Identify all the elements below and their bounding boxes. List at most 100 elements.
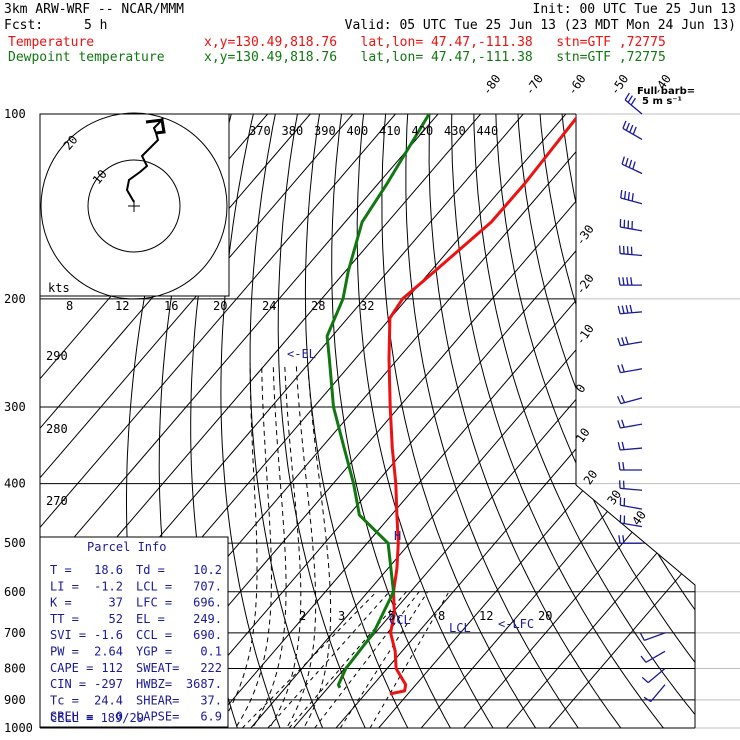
isotherm-line [40, 114, 335, 728]
moist-adiabat-line [260, 363, 302, 728]
mixing-ratio-line [288, 591, 407, 728]
isotherm-line [452, 114, 695, 728]
pressure-tick-400: 400 [4, 477, 26, 491]
isotherm-label--30: -30 [573, 222, 597, 248]
parcel-value-right: 3687. [186, 677, 222, 691]
hodo-speed-label-28: 28 [311, 299, 325, 313]
wind-barb-flag [628, 159, 633, 168]
wind-barb-flag [618, 535, 621, 544]
mixing-ratio-line [267, 591, 390, 728]
parcel-value-right: 37. [200, 693, 222, 707]
parcel-key-right: SWEAT= [136, 661, 179, 675]
hodo-speed-label-8: 8 [66, 299, 73, 313]
wind-barb-flag [623, 191, 627, 200]
lfc-label: <-LFC [498, 617, 534, 631]
parcel-key-left: SREH = [50, 710, 93, 724]
wind-barb-flag [630, 97, 636, 106]
dry-adiabat-line [665, 114, 695, 728]
wind-barb-flag [617, 395, 622, 404]
hodo-speed-label-20: 20 [213, 299, 227, 313]
hodo-speed-label-24: 24 [262, 299, 276, 313]
hodo-speed-label-16: 16 [164, 299, 178, 313]
wind-barb-flag [625, 336, 629, 345]
hodograph [40, 112, 228, 300]
wind-barb-flag [621, 156, 625, 165]
parcel-value-right: 222 [200, 661, 222, 675]
isotherm-line [281, 114, 695, 728]
theta-label-380: 380 [282, 124, 304, 138]
mixing-ratio-label-8: 8 [438, 609, 445, 623]
wind-barb-staff [620, 197, 643, 205]
wind-barb-flag [622, 277, 625, 286]
pressure-tick-800: 800 [4, 661, 26, 675]
pressure-tick-900: 900 [4, 693, 26, 707]
init-time: Init: 00 UTC Tue 25 Jun 13 [532, 2, 737, 17]
parcel-key-right: SHEAR= [136, 693, 179, 707]
wind-barb-flag [618, 277, 621, 286]
parcel-key-left: LI = [50, 579, 79, 593]
moist-adiabat-line [294, 363, 332, 728]
isotherm-label--80: -80 [480, 72, 504, 98]
mixing-ratio-label-3: 3 [338, 609, 345, 623]
temperature-legend-label: Temperature [8, 35, 95, 50]
moist-adiabat-line [277, 363, 317, 728]
parcel-key-left: T = [50, 563, 72, 577]
wind-barb-flag [625, 305, 629, 314]
wind-barb-staff [650, 684, 666, 702]
wind-barb-flag [632, 126, 637, 135]
full-barb-label: Full barb= [637, 86, 695, 97]
parcel-value-right: 0.1 [200, 645, 222, 659]
mixing-ratio-line [339, 591, 429, 728]
pressure-tick-700: 700 [4, 626, 26, 640]
pressure-tick-500: 500 [4, 536, 26, 550]
hodo-speed-label-12: 12 [115, 299, 129, 313]
isotherm-label--60: -60 [565, 72, 589, 98]
wind-barb-flag [618, 461, 621, 471]
wind-barb-staff [644, 632, 666, 642]
parcel-key-left: TT = [50, 612, 79, 626]
isotherm-label--20: -20 [573, 271, 597, 297]
parcel-info-rows: T = 18.6 Td = 10.2 LI = -1.2 LCL = 707. K = 37 LFC… [50, 563, 222, 724]
dry-adiabat-line [451, 114, 675, 728]
kts-label: kts [48, 281, 70, 295]
isotherm-line [40, 114, 421, 728]
parcel-info-title: Parcel Info [87, 540, 166, 554]
mixing-ratio-line [369, 591, 450, 728]
series-dewpoint-temperature [325, 114, 431, 689]
pressure-tick-200: 200 [4, 292, 26, 306]
parcel-key-right: CCL = [136, 628, 172, 642]
parcel-key-right: LFC = [136, 596, 172, 610]
parcel-value-left: -1.6 [94, 628, 123, 642]
hodo-ring-1 [87, 159, 181, 253]
wind-barb-flag [626, 277, 629, 286]
dry-adiabat-line [405, 114, 588, 728]
wind-barb-flag [621, 419, 625, 428]
dry-adiabat-line [473, 114, 695, 728]
wind-barbs [617, 92, 666, 703]
dry-adiabat-line [644, 114, 695, 728]
wind-barb-staff [647, 667, 666, 684]
isotherm-line [196, 114, 695, 728]
sounding-traces [325, 114, 581, 696]
forecast-value: 5 h [84, 18, 108, 33]
ccl-label: CCL [389, 613, 411, 627]
wind-barb-staff [620, 487, 643, 491]
parcel-key-right: Td = [136, 563, 165, 577]
theta-label-390: 390 [314, 124, 336, 138]
dry-adiabat-line [537, 114, 695, 728]
parcel-key-left: SVI = [50, 628, 86, 642]
wind-barb-flag [629, 124, 634, 133]
dry-adiabat-line [249, 114, 329, 728]
parcel-value-right: 249. [193, 612, 222, 626]
wind-barb-staff [645, 650, 666, 663]
parcel-key-left: Tc = [50, 693, 79, 707]
dry-adiabat-line [709, 86, 740, 740]
dry-adiabat-line [558, 114, 695, 728]
hodo-ring-2 [40, 112, 228, 300]
wind-barb-flag [629, 304, 633, 313]
h-marker: H [394, 529, 401, 543]
wind-barb-flag [617, 364, 621, 373]
wind-barb-flag [622, 461, 625, 471]
isotherm-line [537, 114, 695, 728]
wind-barb-flag [622, 535, 625, 544]
